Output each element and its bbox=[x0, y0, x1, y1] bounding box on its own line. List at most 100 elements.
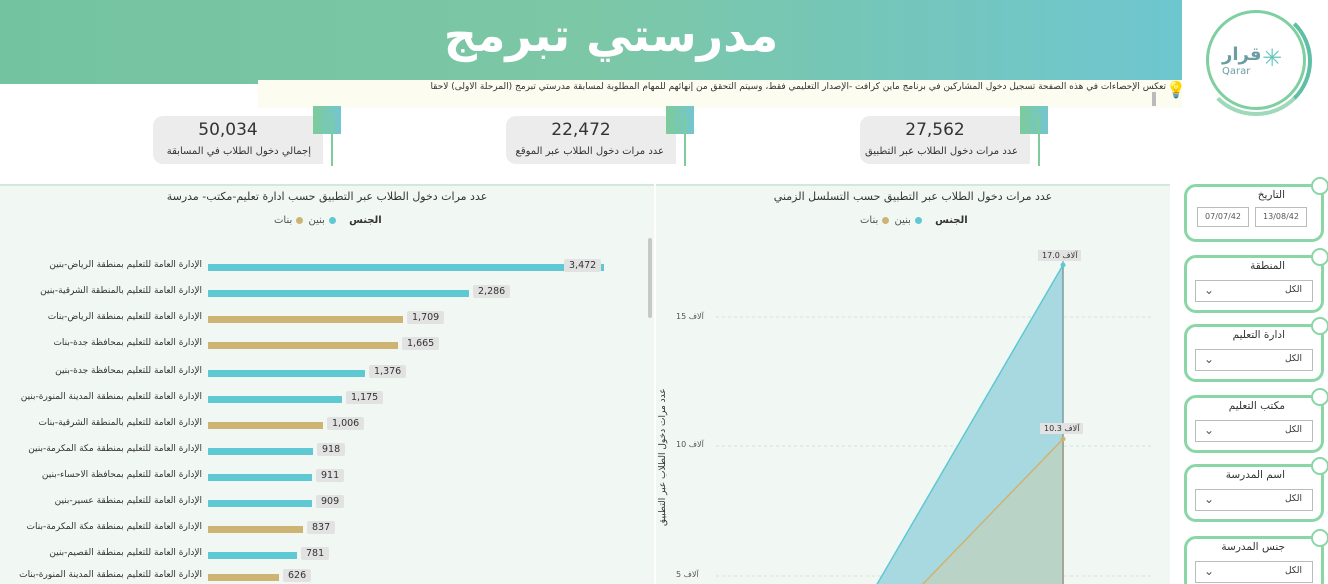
filter-select[interactable]: الكل ⌄ bbox=[1195, 349, 1313, 371]
bar-value: 2,286 bbox=[473, 285, 511, 298]
bar-boys[interactable] bbox=[208, 500, 312, 507]
filter-dropdown: المنطقة الكل ⌄ bbox=[1184, 248, 1328, 313]
filter-selected-value: الكل bbox=[1284, 285, 1302, 295]
logo-text: قرار bbox=[1222, 44, 1262, 65]
bar-row[interactable]: الإدارة العامة للتعليم بمنطقة المدينة ال… bbox=[0, 391, 654, 408]
kpi-pole bbox=[684, 116, 686, 166]
bar-row[interactable]: الإدارة العامة للتعليم بمنطقة الرياض-بني… bbox=[0, 259, 654, 276]
filter-title: ادارة التعليم bbox=[1232, 329, 1285, 341]
filter-select[interactable]: الكل ⌄ bbox=[1195, 561, 1313, 583]
bar-boys[interactable] bbox=[208, 552, 297, 559]
bar-chart-legend: الجنس بنين بنات bbox=[274, 215, 382, 226]
chevron-down-icon: ⌄ bbox=[1204, 492, 1215, 506]
kpi-web-logins: 22,472 عدد مرات دخول الطلاب عبر الموقع bbox=[506, 106, 694, 166]
legend-girls[interactable]: بنات bbox=[860, 215, 879, 226]
legend-swatch-boys bbox=[328, 216, 336, 224]
lightbulb-icon: 💡 bbox=[1166, 80, 1186, 99]
date-from-input[interactable]: 07/07/42 bbox=[1197, 207, 1249, 227]
legend-title: الجنس bbox=[349, 215, 382, 226]
bar-girls[interactable] bbox=[208, 526, 303, 533]
area-chart-title: عدد مرات دخول الطلاب عبر التطبيق حسب الت… bbox=[773, 190, 1053, 203]
bar-label: الإدارة العامة للتعليم بمنطقة مكة المكرم… bbox=[28, 444, 202, 454]
bar-boys[interactable] bbox=[208, 370, 365, 377]
filter-select[interactable]: الكل ⌄ bbox=[1195, 489, 1313, 511]
filter-corner-icon bbox=[1311, 529, 1328, 547]
bar-label: الإدارة العامة للتعليم بمحافظة الاحساء-ب… bbox=[41, 470, 202, 480]
kpi-label: عدد مرات دخول الطلاب عبر الموقع bbox=[515, 146, 664, 157]
legend-boys[interactable]: بنين bbox=[894, 215, 911, 226]
bar-value: 1,006 bbox=[327, 417, 365, 430]
legend-swatch-girls bbox=[296, 216, 304, 224]
bar-value: 781 bbox=[301, 547, 330, 560]
bar-label: الإدارة العامة للتعليم بمحافظة جدة-بنات bbox=[53, 338, 202, 348]
kpi-flag-icon bbox=[666, 106, 694, 134]
bar-girls[interactable] bbox=[208, 574, 279, 581]
bar-girls[interactable] bbox=[208, 422, 323, 429]
kpi-value: 22,472 bbox=[551, 120, 611, 140]
y-tick-15: 15 آلاف bbox=[676, 312, 704, 321]
filter-selected-value: الكل bbox=[1284, 354, 1302, 364]
filter-selected-value: الكل bbox=[1284, 566, 1302, 576]
bar-chart-title: عدد مرات دخول الطلاب عبر التطبيق حسب ادا… bbox=[166, 190, 488, 203]
bar-row[interactable]: الإدارة العامة للتعليم بمنطقة المدينة ال… bbox=[0, 569, 654, 584]
bar-value: 1,665 bbox=[402, 337, 440, 350]
filter-corner-icon bbox=[1311, 177, 1328, 195]
filter-select[interactable]: الكل ⌄ bbox=[1195, 420, 1313, 442]
kpi-flag-icon bbox=[1020, 106, 1048, 134]
filter-corner-icon bbox=[1311, 248, 1328, 266]
bar-boys[interactable] bbox=[208, 448, 313, 455]
bar-row[interactable]: الإدارة العامة للتعليم بمنطقة مكة المكرم… bbox=[0, 521, 654, 538]
bar-row[interactable]: الإدارة العامة للتعليم بالمنطقة الشرقية-… bbox=[0, 285, 654, 302]
bar-chart-scrollbar[interactable] bbox=[648, 238, 652, 318]
filter-selected-value: الكل bbox=[1284, 425, 1302, 435]
bar-row[interactable]: الإدارة العامة للتعليم بمنطقة عسير-بنين 9… bbox=[0, 495, 654, 512]
bar-label: الإدارة العامة للتعليم بمنطقة مكة المكرم… bbox=[26, 522, 202, 532]
y-tick-10: 10 آلاف bbox=[676, 440, 704, 449]
date-to-input[interactable]: 13/08/42 bbox=[1255, 207, 1307, 227]
logo-star-icon: ✳ bbox=[1262, 44, 1283, 72]
bar-label: الإدارة العامة للتعليم بمنطقة الرياض-بنا… bbox=[47, 312, 202, 322]
bar-row[interactable]: الإدارة العامة للتعليم بمحافظة جدة-بنات 1… bbox=[0, 337, 654, 354]
bar-value: 1,376 bbox=[369, 365, 407, 378]
bar-value: 626 bbox=[283, 569, 312, 582]
bar-value: 3,472 bbox=[564, 259, 602, 272]
bar-girls[interactable] bbox=[208, 316, 403, 323]
notice-bar: 💡 تعكس الإحصاءات في هذه الصفحة تسجيل دخو… bbox=[258, 80, 1186, 108]
notice-divider bbox=[1152, 92, 1156, 106]
bar-girls[interactable] bbox=[208, 342, 398, 349]
filter-select[interactable]: الكل ⌄ bbox=[1195, 280, 1313, 302]
kpi-flag-icon bbox=[313, 106, 341, 134]
bar-boys[interactable] bbox=[208, 396, 342, 403]
chevron-down-icon: ⌄ bbox=[1204, 352, 1215, 366]
bar-value: 911 bbox=[316, 469, 345, 482]
bar-boys[interactable] bbox=[208, 474, 312, 481]
kpi-label: عدد مرات دخول الطلاب عبر التطبيق bbox=[864, 146, 1018, 157]
filter-dropdown: ادارة التعليم الكل ⌄ bbox=[1184, 317, 1328, 382]
bar-row[interactable]: الإدارة العامة للتعليم بمنطقة الرياض-بنا… bbox=[0, 311, 654, 328]
bar-label: الإدارة العامة للتعليم بمنطقة القصيم-بني… bbox=[49, 548, 202, 558]
area-chart-svg bbox=[716, 250, 1152, 584]
bar-chart-panel: عدد مرات دخول الطلاب عبر التطبيق حسب ادا… bbox=[0, 184, 654, 584]
legend-girls[interactable]: بنات bbox=[274, 215, 293, 226]
kpi-app-logins: 27,562 عدد مرات دخول الطلاب عبر التطبيق bbox=[860, 106, 1048, 166]
filter-title: اسم المدرسة bbox=[1225, 469, 1285, 481]
bar-row[interactable]: الإدارة العامة للتعليم بالمنطقة الشرقية-… bbox=[0, 417, 654, 434]
kpi-label: إجمالي دخول الطلاب في المسابقة bbox=[166, 146, 311, 157]
bar-row[interactable]: الإدارة العامة للتعليم بمحافظة جدة-بنين 1… bbox=[0, 365, 654, 382]
bar-boys[interactable] bbox=[208, 290, 469, 297]
bar-row[interactable]: الإدارة العامة للتعليم بمنطقة القصيم-بني… bbox=[0, 547, 654, 564]
data-label-girls: 10.3 آلاف bbox=[1040, 423, 1084, 434]
bar-row[interactable]: الإدارة العامة للتعليم بمحافظة الاحساء-ب… bbox=[0, 469, 654, 486]
page-title: مدرستي تبرمج bbox=[443, 8, 779, 62]
chevron-down-icon: ⌄ bbox=[1204, 283, 1215, 297]
y-tick-5: 5 آلاف bbox=[676, 570, 699, 579]
bar-value: 837 bbox=[307, 521, 336, 534]
bar-boys[interactable] bbox=[208, 264, 604, 271]
bar-row[interactable]: الإدارة العامة للتعليم بمنطقة مكة المكرم… bbox=[0, 443, 654, 460]
filter-dropdown: جنس المدرسة الكل ⌄ bbox=[1184, 529, 1328, 584]
kpi-pole bbox=[1038, 116, 1040, 166]
notice-text: تعكس الإحصاءات في هذه الصفحة تسجيل دخول … bbox=[430, 82, 1166, 92]
logo-subtext: Qarar bbox=[1222, 66, 1251, 77]
legend-boys[interactable]: بنين bbox=[308, 215, 325, 226]
point-girls bbox=[1060, 436, 1066, 442]
